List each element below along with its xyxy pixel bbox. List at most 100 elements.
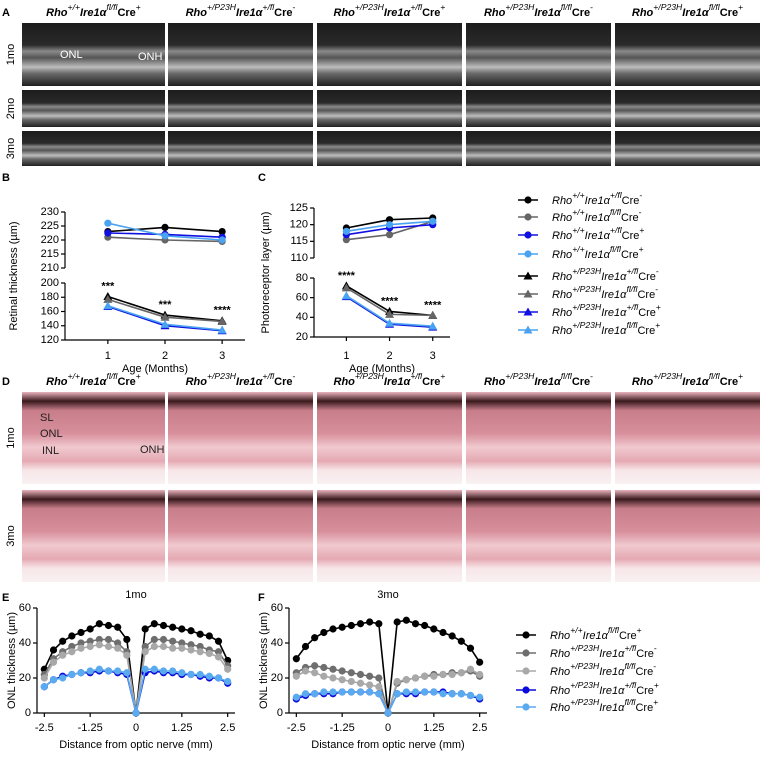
genotype-label: Rho+/P23HIre1α+/flCre- xyxy=(550,643,657,660)
data-point xyxy=(385,318,395,327)
legend-marker xyxy=(522,631,530,639)
data-point xyxy=(159,635,168,644)
superscript: fl/fl xyxy=(561,371,573,381)
x-tick-label: -1.25 xyxy=(78,722,103,734)
gene-name: Rho xyxy=(484,7,506,19)
genotype-label: Rho+/P23HIre1αfl/flCre+ xyxy=(552,320,660,337)
legend-marker xyxy=(524,196,532,204)
superscript: + xyxy=(654,680,659,690)
data-point xyxy=(347,688,355,696)
superscript: +/fl xyxy=(624,680,637,690)
superscript: + xyxy=(637,625,642,635)
data-point xyxy=(205,632,213,640)
data-point xyxy=(150,642,158,651)
data-point xyxy=(338,688,346,696)
data-point xyxy=(205,672,213,680)
data-point xyxy=(178,625,186,633)
gene-name: Cre xyxy=(637,289,655,301)
genotype-label: Rho+/P23HIre1α+/flCre+ xyxy=(552,302,661,319)
data-point xyxy=(292,693,300,701)
genotype-label: Rho+/+Ire1αfl/flCre+ xyxy=(46,371,141,388)
micrograph xyxy=(466,392,611,484)
gene-name: Rho xyxy=(552,271,572,283)
gene-name: Rho xyxy=(552,195,572,207)
data-point xyxy=(466,665,475,673)
significance: **** xyxy=(338,270,356,282)
superscript: +/P23H xyxy=(207,371,237,381)
data-point xyxy=(342,227,350,235)
data-point xyxy=(160,319,170,328)
superscript: +/P23H xyxy=(505,2,535,12)
data-point xyxy=(476,670,484,679)
row-label: 3mo xyxy=(5,525,17,546)
data-point xyxy=(214,648,223,656)
data-point xyxy=(218,236,226,244)
superscript: fl/fl xyxy=(610,244,622,254)
data-point xyxy=(104,219,112,227)
data-point xyxy=(429,217,437,225)
superscript: - xyxy=(656,266,659,276)
y-tick-label: 140 xyxy=(41,320,59,332)
x-axis-label: Age (Months) xyxy=(122,363,188,375)
y-axis-label: Photoreceptor layer (µm) xyxy=(260,212,272,334)
panel-letter: E xyxy=(2,592,9,604)
data-point xyxy=(347,677,355,686)
data-point xyxy=(341,291,351,300)
gene-name: Ire1α xyxy=(601,307,627,319)
data-point xyxy=(178,639,186,647)
gene-name: Cre xyxy=(637,325,655,337)
y-tick-label: 210 xyxy=(41,262,59,274)
gene-name: Ire1α xyxy=(583,630,609,642)
genotype-label: Rho+/P23HIre1αfl/flCre+ xyxy=(550,697,658,714)
gene-name: Rho xyxy=(550,666,570,678)
micrograph xyxy=(168,90,313,127)
gene-name: Cre xyxy=(117,376,135,388)
data-point xyxy=(114,623,122,631)
data-point xyxy=(448,690,456,698)
superscript: fl/fl xyxy=(561,2,573,12)
genotype-label: Rho+/+Ire1αfl/flCre+ xyxy=(550,625,642,642)
genotype-label: Rho+/+Ire1αfl/flCre- xyxy=(552,207,642,224)
micrograph xyxy=(317,490,462,582)
significance: *** xyxy=(101,280,115,292)
x-axis-label: Distance from optic nerve (mm) xyxy=(311,739,464,751)
data-point xyxy=(393,677,401,686)
x-tick-label: 2.5 xyxy=(472,722,487,734)
data-point xyxy=(329,625,337,633)
data-point xyxy=(320,672,328,680)
data-point xyxy=(366,688,374,696)
superscript: fl/fl xyxy=(709,371,721,381)
data-point xyxy=(104,229,112,237)
micrograph xyxy=(22,131,165,166)
data-point xyxy=(95,620,103,628)
data-point xyxy=(224,677,232,686)
data-point xyxy=(95,665,103,673)
data-point xyxy=(178,669,186,677)
superscript: +/fl xyxy=(410,371,423,381)
image-label: SL xyxy=(40,412,53,424)
data-point xyxy=(217,325,227,334)
superscript: +/+ xyxy=(572,207,584,217)
data-point xyxy=(356,670,365,679)
data-point xyxy=(40,683,48,691)
micrograph xyxy=(615,23,760,86)
data-point xyxy=(218,228,226,236)
data-point xyxy=(77,639,85,647)
micrograph xyxy=(22,23,165,86)
genotype-label: Rho+/P23HIre1αfl/flCre- xyxy=(484,2,593,19)
panel-letter: B xyxy=(2,172,10,184)
data-point xyxy=(329,688,337,696)
data-point xyxy=(439,628,447,637)
significance: *** xyxy=(159,299,173,311)
gene-name: Ire1α xyxy=(682,376,710,388)
superscript: +/fl xyxy=(626,266,639,276)
data-point xyxy=(338,676,346,684)
superscript: - xyxy=(293,2,296,12)
gene-name: Ire1α xyxy=(601,271,627,283)
data-point xyxy=(77,644,85,652)
y-tick-label: 20 xyxy=(271,672,283,684)
data-point xyxy=(457,669,465,677)
gene-name: Cre xyxy=(720,376,738,388)
gene-name: Cre xyxy=(422,376,440,388)
superscript: +/fl xyxy=(610,190,623,200)
